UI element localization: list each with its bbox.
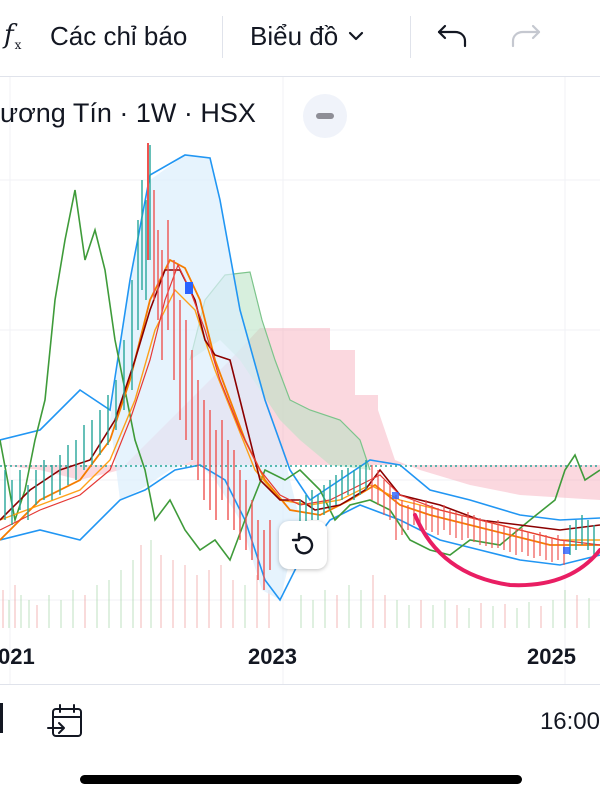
range-divider — [0, 703, 3, 733]
redo-icon — [511, 24, 541, 48]
bollinger-lower — [0, 464, 600, 602]
goto-date-button[interactable] — [46, 702, 86, 747]
current-time: 16:00 — [539, 708, 600, 735]
home-indicator[interactable] — [80, 775, 522, 784]
signal-marker — [185, 282, 193, 294]
chart-type-button[interactable]: Biểu đồ — [250, 14, 364, 58]
toolbar-divider — [410, 16, 411, 58]
candles — [4, 145, 595, 590]
collapse-legend-button[interactable] — [303, 94, 347, 138]
indicators-label[interactable]: Các chỉ báo — [50, 20, 188, 51]
price-chart — [0, 77, 600, 684]
indicators-button[interactable]: fx — [4, 14, 21, 58]
x-axis-label: 2023 — [248, 644, 297, 669]
bottom-toolbar — [0, 684, 600, 761]
goto-date-icon — [47, 704, 82, 737]
toolbar-divider — [222, 16, 223, 58]
reset-chart-button[interactable] — [279, 521, 327, 569]
ma-red — [0, 263, 600, 546]
signal-marker — [392, 492, 399, 499]
undo-button[interactable] — [436, 14, 468, 58]
bollinger-upper — [0, 154, 600, 521]
chart-canvas[interactable] — [0, 77, 600, 684]
top-toolbar: fx Các chỉ báo Biểu đồ — [0, 0, 600, 77]
x-axis-label: 2025 — [527, 644, 576, 669]
chevron-down-icon — [349, 31, 364, 41]
undo-icon — [437, 24, 467, 48]
function-icon: fx — [4, 19, 22, 53]
symbol-legend[interactable]: ương Tín · 1W · HSX — [0, 98, 256, 128]
x-axis-label: 021 — [0, 644, 35, 669]
signal-marker — [563, 547, 570, 554]
reset-icon — [291, 532, 314, 555]
minus-icon — [316, 113, 334, 119]
redo-button[interactable] — [510, 14, 542, 58]
chart-type-label: Biểu đồ — [250, 20, 339, 51]
cup-arc — [413, 513, 600, 588]
volume-bars — [2, 540, 590, 628]
